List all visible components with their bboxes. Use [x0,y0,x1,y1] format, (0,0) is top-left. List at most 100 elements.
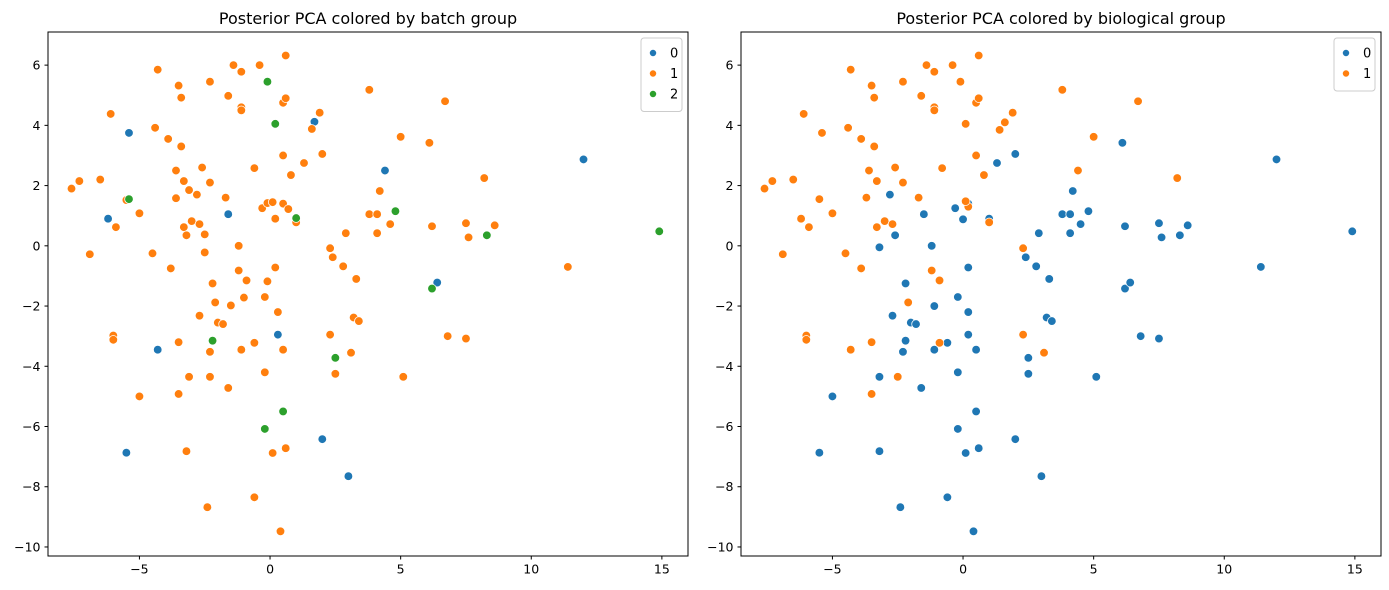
point-group-1 [241,275,252,286]
point-group-1 [314,108,325,118]
point-group-1 [372,209,382,219]
point-group-1 [267,448,278,458]
point-group-0 [578,154,589,165]
point-group-0 [317,434,327,444]
point-group-2 [124,194,134,204]
point-group-1 [166,263,176,274]
point-group-0 [900,278,911,289]
point-group-1 [563,262,573,272]
y-tick-label: −4 [22,359,40,374]
y-tick-label: −8 [22,479,40,494]
point-group-1 [181,446,192,456]
point-group-1 [223,383,233,393]
point-group-1 [840,248,851,259]
point-group-1 [372,228,382,238]
point-group-0 [273,329,283,340]
point-group-0 [898,347,908,357]
point-group-1 [228,60,239,70]
point-group-1 [153,64,163,75]
point-group-0 [1083,206,1094,216]
point-group-0 [1125,277,1135,288]
point-group-1 [286,170,296,180]
point-group-0 [1117,138,1128,148]
point-group-0 [1068,186,1078,196]
y-tick-label: 2 [33,178,41,193]
point-group-1 [364,209,374,219]
point-group-1 [234,265,244,276]
point-group-0 [992,158,1002,168]
y-tick-label: 0 [33,238,41,253]
point-group-1 [281,443,291,453]
point-group-1 [461,218,471,228]
x-tick-label: 10 [523,562,539,577]
point-group-1 [866,389,877,399]
legend-label-1: 1 [670,67,678,82]
point-group-1 [341,228,351,238]
legend-marker-1 [1342,69,1350,78]
legend: 01 [1333,37,1376,92]
point-group-1 [1133,96,1143,106]
point-group-1 [176,92,186,103]
point-group-2 [270,119,280,129]
point-group-0 [900,336,911,346]
point-group-1 [974,93,984,103]
point-group-1 [801,335,811,345]
point-group-1 [278,345,288,355]
point-group-0 [1010,434,1020,444]
point-group-1 [134,208,145,218]
point-group-1 [202,502,213,512]
point-group-1 [898,177,908,188]
point-group-1 [262,276,273,287]
points-layer [759,50,1357,536]
point-group-1 [866,80,877,91]
point-group-0 [890,230,900,240]
point-group-0 [950,203,960,213]
point-group-1 [1073,165,1083,176]
point-group-0 [1091,372,1101,382]
point-group-2 [482,230,492,240]
point-group-1 [220,192,231,203]
point-group-1 [893,372,903,382]
point-group-1 [861,192,872,203]
point-group-0 [1175,230,1185,240]
point-group-0 [963,307,973,317]
point-group-1 [1088,132,1099,142]
point-group-1 [163,134,173,144]
point-group-1 [1007,108,1018,118]
y-tick-label: 6 [33,58,41,73]
point-group-0 [929,345,939,355]
point-group-1 [1000,117,1010,128]
point-group-1 [173,80,184,91]
point-group-1 [223,91,233,101]
point-group-0 [814,448,825,458]
point-group-1 [106,109,116,119]
point-group-1 [934,338,945,348]
point-group-1 [236,105,246,115]
y-tick-label: −6 [715,419,733,434]
point-group-1 [281,50,291,61]
point-group-1 [273,307,283,317]
point-group-1 [796,214,806,224]
point-group-0 [223,209,233,219]
point-group-1 [346,348,356,358]
point-group-1 [184,372,194,382]
point-group-0 [895,502,906,512]
point-group-1 [1172,173,1182,183]
chart-title: Posterior PCA colored by batch group [219,9,517,28]
point-group-1 [869,92,879,103]
x-tick-label: 10 [1216,562,1232,577]
point-group-0 [1154,333,1164,344]
point-group-1 [186,216,197,226]
point-group-1 [95,174,105,185]
point-group-1 [866,337,877,347]
scatter-panel-biological: Posterior PCA colored by biological grou… [707,9,1382,577]
point-group-1 [398,372,408,382]
point-group-1 [249,163,260,173]
point-group-1 [887,219,898,229]
point-group-1 [134,391,145,402]
point-group-1 [947,60,958,70]
point-group-0 [1065,228,1075,238]
scatter-panel-batch: Posterior PCA colored by batch group −5 0 5… [14,9,689,577]
y-tick-label: −4 [715,359,733,374]
point-group-1 [260,292,270,302]
